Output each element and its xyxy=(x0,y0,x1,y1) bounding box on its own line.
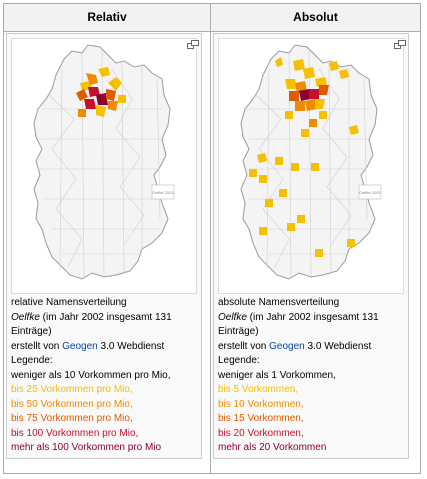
header-relativ: Relativ xyxy=(4,4,211,32)
district-lines xyxy=(245,48,371,278)
caption-name-line: Oelfke (im Jahr 2002 insgesamt 131 xyxy=(11,311,172,323)
legend-item-3: bis 75 Vorkommen pro Mio, xyxy=(11,413,133,424)
caption-entries: Einträge) xyxy=(218,326,259,337)
germany-map-relativ: Oelfke 2002 xyxy=(33,44,175,280)
caption-source: erstellt von Geogen 3.0 Webdienst xyxy=(11,340,165,352)
magnify-icon[interactable] xyxy=(394,36,406,49)
legend-title: Legende: xyxy=(11,355,53,366)
legend-item-3: bis 15 Vorkommen, xyxy=(218,413,304,424)
legend-item-4: bis 20 Vorkommen, xyxy=(218,427,304,439)
header-absolut: Absolut xyxy=(211,4,420,32)
surname: Oelfke xyxy=(11,311,40,323)
caption-source: erstellt von Geogen 3.0 Webdienst xyxy=(218,340,372,352)
legend-item-1: bis 25 Vorkommen pro Mio, xyxy=(11,384,133,395)
legend-item-2: bis 50 Vorkommen pro Mio, xyxy=(11,398,133,410)
magnify-icon[interactable] xyxy=(187,36,199,49)
geogen-link[interactable]: Geogen xyxy=(269,340,305,352)
legend-item-2: bis 10 Vorkommen, xyxy=(218,398,304,410)
caption-title: relative Namensverteilung xyxy=(11,297,127,308)
map-regions-relativ xyxy=(76,67,126,117)
thumbnail-absolut: Oelfke 2002 absolute Namensverteilung Oe… xyxy=(213,33,409,459)
caption-absolut: absolute Namensverteilung Oelfke (im Jah… xyxy=(218,296,404,456)
legend-item-1: bis 5 Vorkommen, xyxy=(218,384,299,395)
column-divider xyxy=(210,31,211,473)
caption-title: absolute Namensverteilung xyxy=(218,297,340,308)
map-regions-absolut xyxy=(249,57,359,257)
germany-map-absolut: Oelfke 2002 xyxy=(240,44,382,280)
geogen-link[interactable]: Geogen xyxy=(62,340,98,352)
legend-item-4: bis 100 Vorkommen pro Mio, xyxy=(11,427,139,439)
map-relativ[interactable]: Oelfke 2002 xyxy=(11,38,197,294)
caption-relativ: relative Namensverteilung Oelfke (im Jah… xyxy=(11,296,197,456)
caption-entries: Einträge) xyxy=(11,326,52,337)
legend-item-0: weniger als 10 Vorkommen pro Mio, xyxy=(11,369,171,381)
legend-item-0: weniger als 1 Vorkommen, xyxy=(218,369,336,381)
thumbnail-relativ: Oelfke 2002 relative Namensverteilung Oe… xyxy=(6,33,202,459)
legend-title: Legende: xyxy=(218,355,260,366)
map-inset-text: Oelfke 2002 xyxy=(152,190,174,195)
caption-name-line: Oelfke (im Jahr 2002 insgesamt 131 xyxy=(218,311,379,323)
map-inset-text: Oelfke 2002 xyxy=(359,190,381,195)
surname: Oelfke xyxy=(218,311,247,323)
map-absolut[interactable]: Oelfke 2002 xyxy=(218,38,404,294)
map-inset-box xyxy=(358,184,382,200)
legend-item-5: mehr als 20 Vorkommen xyxy=(218,442,327,453)
legend-item-5: mehr als 100 Vorkommen pro Mio xyxy=(11,442,162,453)
map-inset-box xyxy=(151,184,175,200)
